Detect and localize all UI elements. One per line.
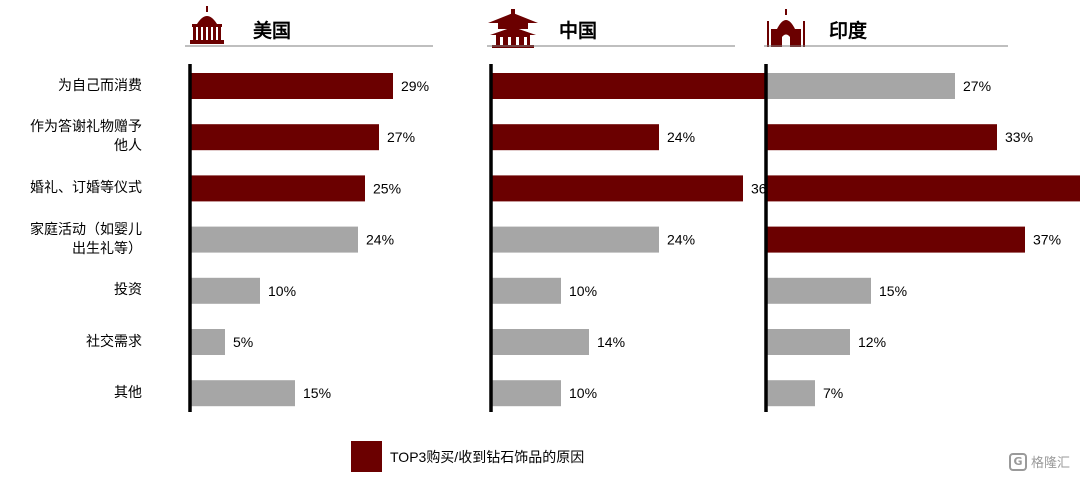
watermark-logo-icon: G [1008,452,1027,471]
icon-part [490,27,536,35]
pagoda-icon [488,9,538,48]
data-label: 33% [1005,129,1033,145]
category-label: 为自己而消费 [58,77,142,94]
icon-part [213,27,216,40]
bar [766,277,871,304]
bar [766,329,850,355]
icon-part [498,23,528,29]
category-label: 投资 [114,282,142,299]
bar [190,73,393,99]
bar [491,277,561,304]
panel-title: 中国 [559,19,597,42]
bar [190,277,260,304]
category-label: 社交需求 [86,333,142,350]
icon-part [524,37,527,45]
data-label: 15% [879,283,907,299]
watermark: G 格隆汇 [1008,452,1070,471]
icon-part [785,9,787,15]
taj-mahal-icon [767,9,805,47]
icon-part [803,21,805,47]
bar [491,124,659,151]
icon-part [782,34,790,47]
icon-part [190,40,224,44]
bar [190,175,365,202]
data-label: 12% [858,334,886,350]
icon-part [508,37,511,45]
bar [190,124,379,151]
icon-part [193,27,196,40]
bar [190,226,358,253]
data-label: 10% [569,385,597,401]
data-label: 27% [963,78,991,94]
data-label: 10% [569,283,597,299]
bar [766,175,1080,202]
category-label: 家庭活动（如婴儿 出生礼等） [30,221,142,257]
data-label: 24% [667,129,695,145]
icon-part [516,37,519,45]
data-label: 10% [268,283,296,299]
bar [766,226,1025,253]
data-label: 27% [387,129,415,145]
category-label: 其他 [114,384,142,401]
bar [766,380,815,407]
icon-part [767,21,769,47]
panel-title: 印度 [829,19,868,42]
data-label: 25% [373,180,401,196]
watermark-text: 格隆汇 [1030,456,1070,471]
icon-part [192,24,222,27]
data-label: 29% [401,78,429,94]
data-label: 14% [597,334,625,350]
icon-part [198,27,201,40]
bar [766,73,955,99]
bar [190,380,295,407]
data-label: 5% [233,334,253,350]
panel-title: 美国 [253,19,291,42]
bar [190,329,225,355]
data-label: 7% [823,385,843,401]
bar [491,175,743,202]
icon-part [206,6,208,12]
data-label: 24% [366,232,394,248]
data-label: 37% [1033,232,1061,248]
legend-swatch [351,441,382,472]
bar [491,329,589,355]
bar [491,226,659,253]
icon-part [203,27,206,40]
icon-part [511,9,515,14]
capitol-building-icon [190,6,224,44]
icon-part [218,27,221,40]
bar [491,380,561,407]
legend-text: TOP3购买/收到钻石饰品的原因 [390,448,585,465]
icon-part [488,13,538,23]
category-label: 婚礼、订婚等仪式 [30,179,142,196]
panel-0: 美国 29% 27% 25% 24% 10% 5% 15% [185,6,433,412]
legend: TOP3购买/收到钻石饰品的原因 [351,441,584,472]
data-label: 24% [667,232,695,248]
icon-part [777,20,795,29]
icon-part [496,35,530,45]
category-label: 作为答谢礼物赠予 他人 [30,119,142,155]
icon-part [197,16,217,24]
bar [766,124,997,151]
icon-part [500,37,503,45]
data-label: 15% [303,385,331,401]
icon-part [208,27,211,40]
bar [491,73,813,99]
